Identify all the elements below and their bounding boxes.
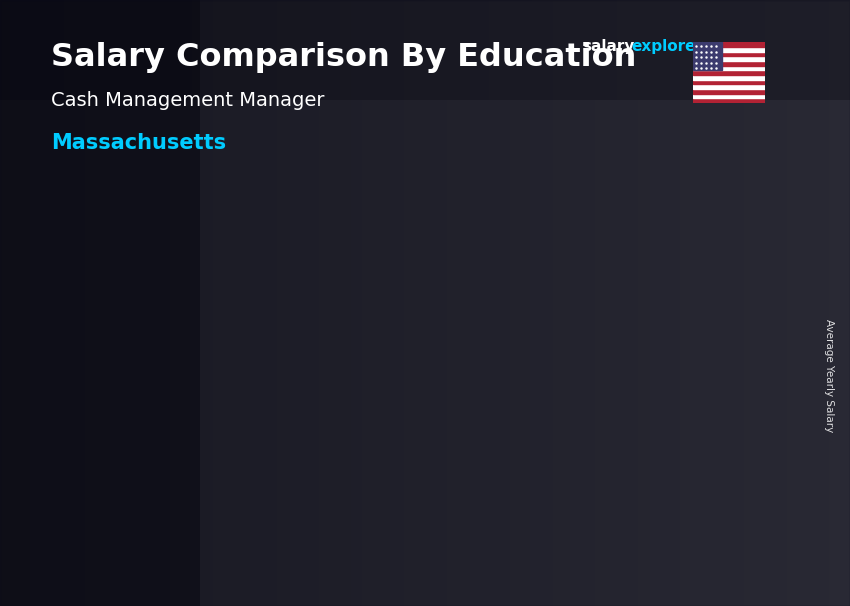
FancyArrowPatch shape (414, 204, 581, 279)
Bar (693, 75, 765, 80)
Text: +39%: +39% (465, 213, 555, 241)
Bar (693, 84, 765, 89)
Text: 198,000 USD: 198,000 USD (545, 205, 637, 219)
Polygon shape (531, 225, 671, 240)
Bar (693, 42, 765, 47)
Bar (693, 47, 765, 52)
Text: +58%: +58% (249, 282, 339, 310)
Text: 89,800 USD: 89,800 USD (134, 359, 217, 374)
Polygon shape (646, 225, 671, 509)
Polygon shape (324, 316, 439, 509)
Polygon shape (531, 240, 646, 509)
Text: salary: salary (582, 39, 635, 55)
Text: Average Yearly Salary: Average Yearly Salary (824, 319, 834, 432)
Text: Salary Comparison By Education: Salary Comparison By Education (51, 42, 637, 73)
Text: .com: .com (693, 39, 734, 55)
Bar (693, 80, 765, 84)
Polygon shape (116, 387, 230, 509)
Bar (693, 89, 765, 94)
Text: explorer: explorer (632, 39, 704, 55)
Polygon shape (230, 381, 256, 509)
Bar (693, 56, 765, 61)
Polygon shape (116, 381, 256, 387)
Bar (693, 52, 765, 56)
Text: Massachusetts: Massachusetts (51, 133, 226, 153)
Bar (693, 61, 765, 65)
Bar (693, 65, 765, 70)
FancyArrowPatch shape (207, 283, 374, 354)
Polygon shape (324, 305, 463, 316)
Polygon shape (439, 305, 463, 509)
Text: Cash Management Manager: Cash Management Manager (51, 91, 325, 110)
Bar (693, 94, 765, 98)
Bar (693, 70, 765, 75)
Bar (693, 42, 722, 70)
Bar (693, 98, 765, 103)
Text: 142,000 USD: 142,000 USD (337, 285, 428, 299)
